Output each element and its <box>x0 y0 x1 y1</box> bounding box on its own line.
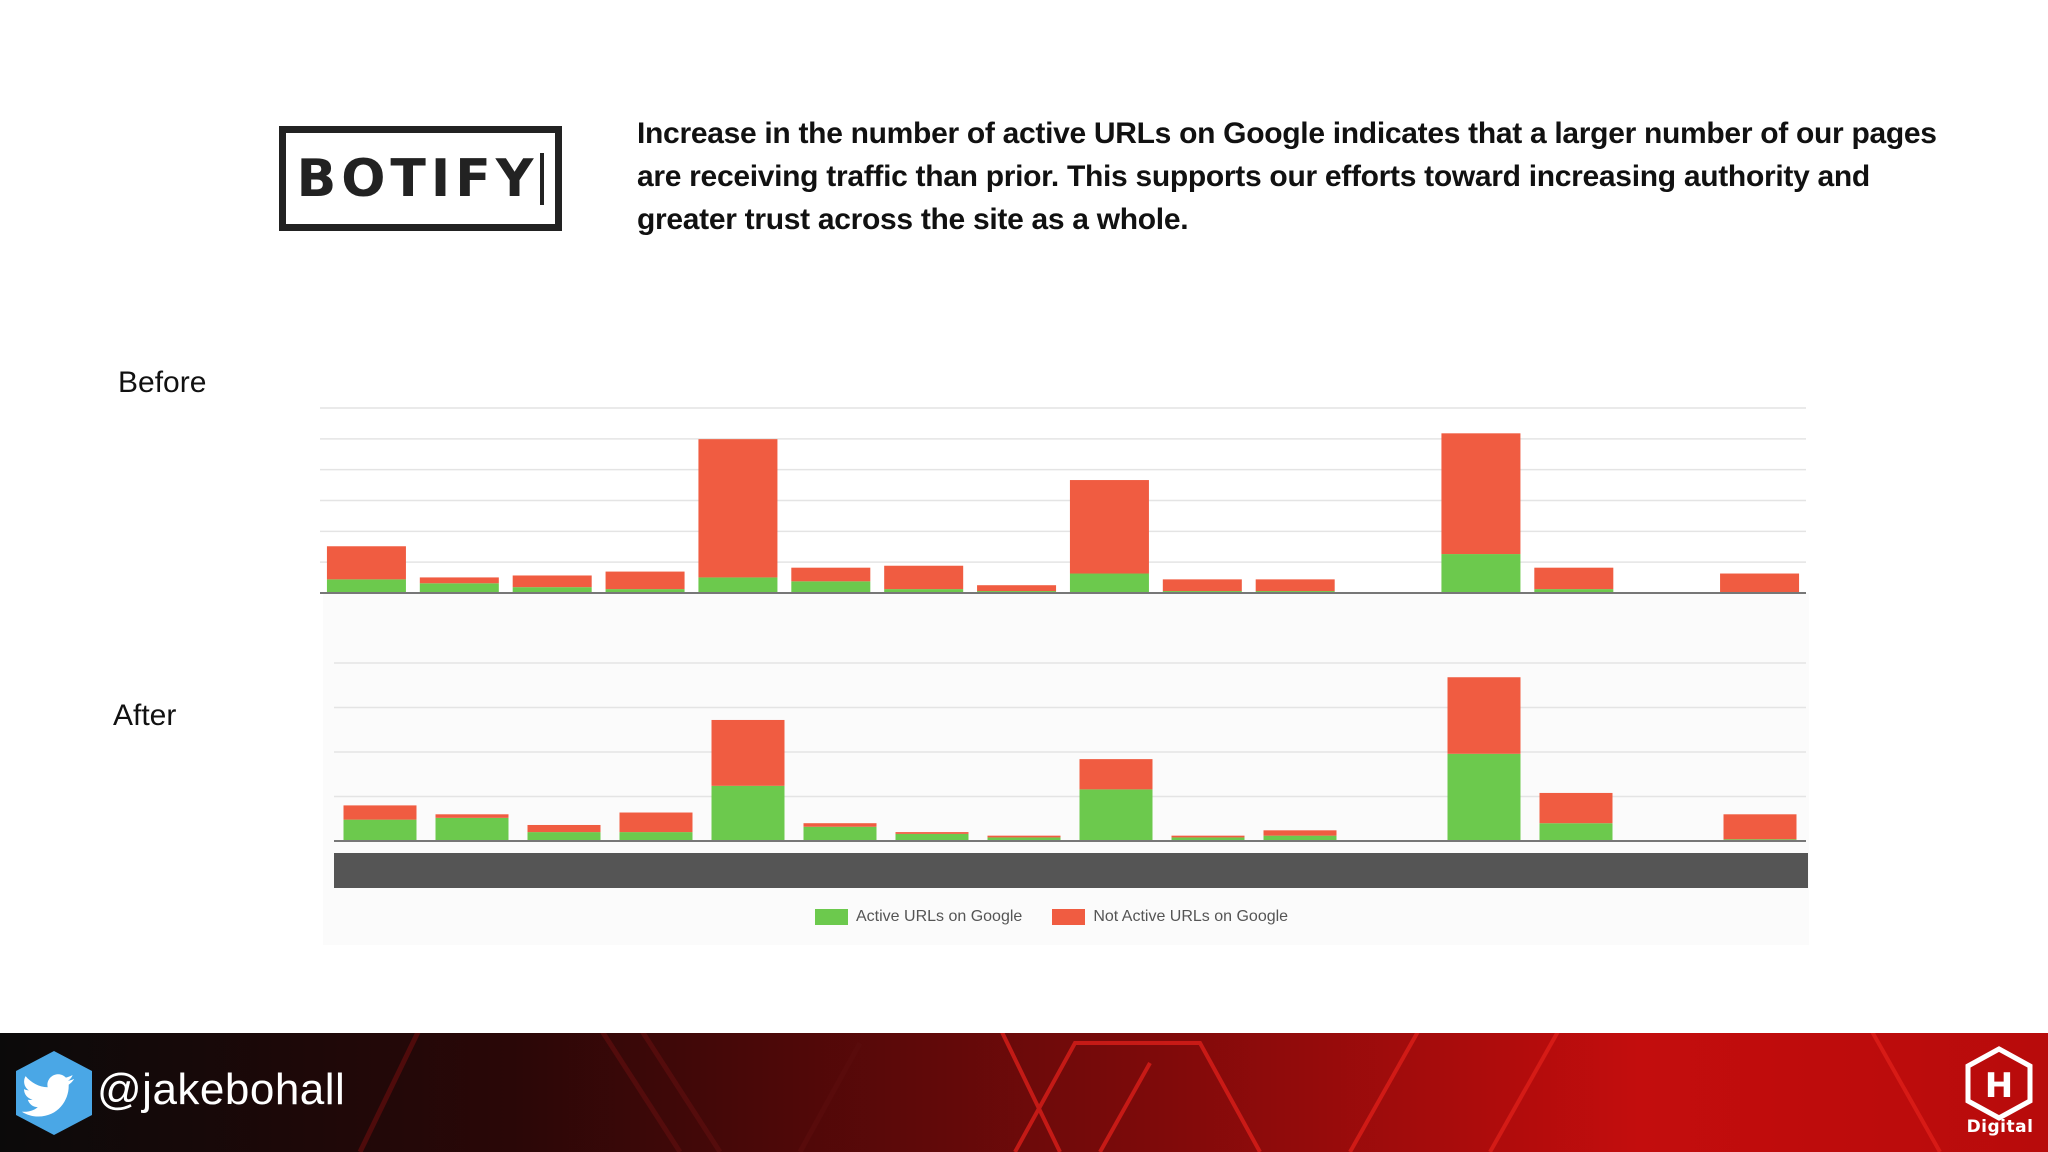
legend-swatch-active <box>815 909 848 925</box>
twitter-bird-icon[interactable] <box>14 1049 94 1137</box>
bar-not-active-9 <box>1079 759 1153 790</box>
legend-swatch-not-active <box>1052 909 1086 925</box>
bar-active-14 <box>1534 589 1614 593</box>
bar-active-1 <box>343 819 417 841</box>
after-chart <box>334 662 1806 842</box>
bar-not-active-13 <box>1447 677 1521 754</box>
bar-not-active-11 <box>1263 830 1337 836</box>
bar-not-active-5 <box>711 719 785 786</box>
bar-active-5 <box>711 785 785 841</box>
bar-not-active-14 <box>1539 792 1613 824</box>
bar-active-6 <box>803 826 877 841</box>
bar-active-13 <box>1441 554 1521 593</box>
before-label: Before <box>118 366 207 399</box>
bar-not-active-3 <box>512 575 592 588</box>
footer-decoration <box>357 1033 1942 1152</box>
bar-not-active-4 <box>605 571 685 590</box>
after-label: After <box>113 699 177 732</box>
bar-not-active-6 <box>791 567 871 582</box>
legend-item-active: Active URLs on Google <box>815 908 1022 926</box>
bar-not-active-2 <box>419 577 499 584</box>
bar-active-5 <box>698 577 778 593</box>
footer-banner: @jakebohall H Digital <box>0 1033 2048 1152</box>
bar-not-active-11 <box>1255 579 1335 592</box>
bar-not-active-16 <box>1723 814 1797 840</box>
bar-active-8 <box>987 837 1061 841</box>
bar-not-active-8 <box>987 835 1061 838</box>
bar-active-9 <box>1069 573 1149 593</box>
bar-not-active-1 <box>343 805 417 820</box>
bar-not-active-6 <box>803 823 877 827</box>
legend-item-not-active: Not Active URLs on Google <box>1052 908 1288 926</box>
bar-active-7 <box>895 833 969 841</box>
chart-legend: Active URLs on Google Not Active URLs on… <box>815 908 1318 926</box>
legend-label-not-active: Not Active URLs on Google <box>1093 908 1289 925</box>
bar-active-7 <box>884 589 964 593</box>
botify-logo: BOTIFY <box>279 126 562 231</box>
bar-active-6 <box>791 581 871 593</box>
bar-active-13 <box>1447 753 1521 841</box>
before-chart <box>320 407 1806 594</box>
h-digital-logo-icon: H <box>1965 1046 2033 1121</box>
bar-not-active-8 <box>977 585 1057 592</box>
botify-logo-text: BOTIFY <box>296 148 539 209</box>
bar-not-active-5 <box>698 439 778 578</box>
bar-not-active-7 <box>895 832 969 834</box>
headline-text: Increase in the number of active URLs on… <box>637 117 1937 236</box>
twitter-handle[interactable]: @jakebohall <box>97 1065 346 1114</box>
bar-active-4 <box>619 832 693 841</box>
bar-not-active-13 <box>1441 433 1521 555</box>
h-digital-logo-letter: H <box>1985 1066 2013 1106</box>
bar-not-active-4 <box>619 812 693 833</box>
bar-not-active-2 <box>435 814 509 818</box>
bar-not-active-1 <box>326 546 406 580</box>
h-digital-logo-text: Digital <box>1966 1117 2034 1137</box>
bar-active-1 <box>326 579 406 593</box>
bar-active-3 <box>512 587 592 593</box>
bar-active-2 <box>435 817 509 841</box>
bar-not-active-16 <box>1720 573 1800 593</box>
bar-active-2 <box>419 583 499 593</box>
bar-active-3 <box>527 832 601 841</box>
bar-active-11 <box>1263 835 1337 841</box>
bar-not-active-10 <box>1171 835 1245 838</box>
logo-cursor <box>540 152 545 205</box>
bar-active-14 <box>1539 823 1613 841</box>
bar-active-4 <box>605 589 685 593</box>
bar-active-9 <box>1079 789 1153 841</box>
bar-not-active-10 <box>1162 579 1242 592</box>
legend-label-active: Active URLs on Google <box>856 908 1023 925</box>
bar-active-10 <box>1171 837 1245 841</box>
x-axis-bar <box>334 853 1808 888</box>
bar-not-active-7 <box>884 565 964 590</box>
bar-not-active-9 <box>1069 480 1149 574</box>
bar-not-active-14 <box>1534 567 1614 590</box>
bar-not-active-3 <box>527 824 601 833</box>
